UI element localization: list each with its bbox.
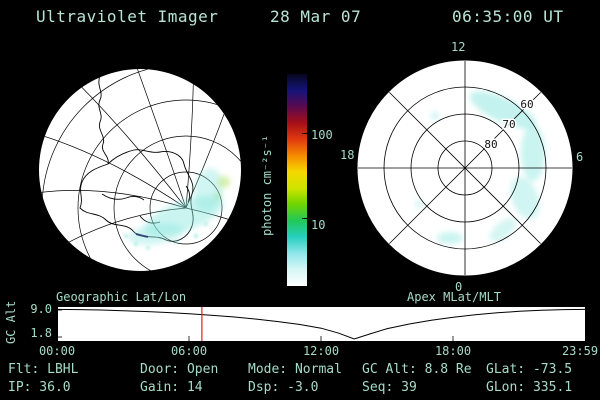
mlt-label-0: 0	[455, 280, 463, 294]
mlat-label-80: 80	[484, 138, 497, 151]
status-seq: Seq: 39	[362, 380, 417, 395]
gc-alt-curve	[57, 308, 586, 340]
mlt-label-6: 6	[576, 150, 584, 164]
status-flt: Flt: LBHL	[8, 362, 79, 377]
date-label: 28 Mar 07	[270, 7, 362, 26]
y-tick-9: 9.0	[30, 302, 52, 316]
colorbar	[287, 74, 307, 286]
apex-caption: Apex MLat/MLT	[407, 290, 501, 304]
apex-polar-image: 60 70 80	[356, 59, 574, 277]
status-dsp: Dsp: -3.0	[248, 380, 319, 395]
mlat-label-60: 60	[520, 98, 533, 111]
high-flux-streak	[135, 233, 149, 238]
colorbar-tick-high: 100	[311, 128, 333, 142]
mlt-label-12: 12	[451, 40, 466, 54]
colorbar-gradient	[287, 74, 307, 286]
status-glon: GLon: 335.1	[486, 380, 573, 395]
colorbar-tick-low: 10	[311, 218, 326, 232]
y-tick-1-8: 1.8	[30, 326, 52, 340]
status-ip: IP: 36.0	[8, 380, 71, 395]
x-tick-2359: 23:59	[561, 344, 599, 358]
colorbar-tick-mark-low	[302, 218, 307, 220]
x-tick-1200: 12:00	[302, 344, 340, 358]
aurora-emission-polar	[415, 91, 545, 244]
mlt-label-18: 18	[340, 148, 355, 162]
x-tick-1800: 18:00	[434, 344, 472, 358]
time-label: 06:35:00 UT	[452, 7, 564, 26]
gc-alt-axis-ticks	[57, 309, 586, 341]
mlat-mlt-grid	[358, 61, 572, 275]
colorbar-units-label: photon cm⁻²s⁻¹	[260, 134, 274, 236]
status-door: Door: Open	[140, 362, 219, 377]
status-gain: Gain: 14	[140, 380, 203, 395]
status-mode: Mode: Normal	[248, 362, 342, 377]
geographic-image	[39, 69, 241, 271]
status-glat: GLat: -73.5	[486, 362, 573, 377]
page-title: Ultraviolet Imager	[36, 7, 219, 26]
colorbar-tick-mark-high	[302, 133, 307, 135]
gc-alt-chart	[57, 306, 586, 342]
gc-alt-axis-label: GC Alt	[4, 300, 18, 344]
status-gc-alt: GC Alt: 8.8 Re	[362, 362, 472, 377]
aurora-emission-geo	[124, 168, 230, 250]
x-tick-0000: 00:00	[38, 344, 76, 358]
mlat-ring-labels: 60 70 80	[483, 97, 535, 153]
mlat-label-70: 70	[502, 118, 515, 131]
geo-caption: Geographic Lat/Lon	[56, 290, 187, 304]
x-tick-0600: 06:00	[170, 344, 208, 358]
